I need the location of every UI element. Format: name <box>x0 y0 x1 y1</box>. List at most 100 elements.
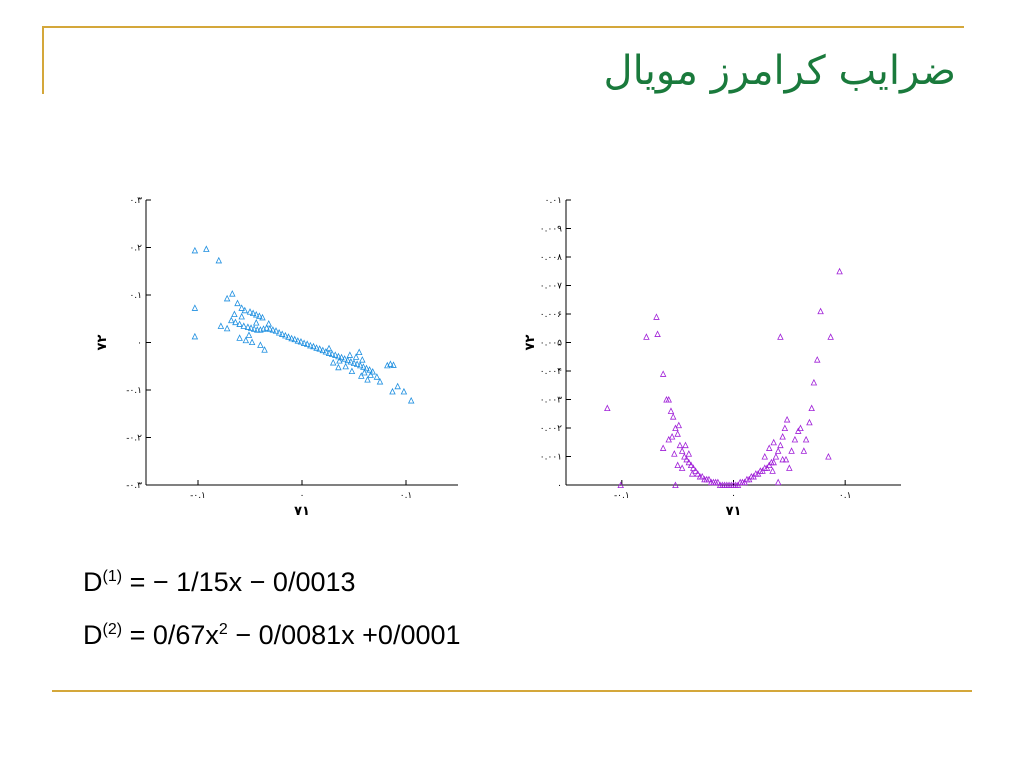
data-point <box>246 308 254 315</box>
data-point <box>256 312 263 319</box>
x-tick-label: ۰ <box>731 491 736 501</box>
data-point <box>779 433 786 440</box>
data-point <box>353 360 361 367</box>
equation-2-exponent: 2 <box>218 621 228 638</box>
data-point <box>682 441 689 449</box>
data-point <box>336 357 343 364</box>
data-point <box>236 334 243 341</box>
data-point <box>335 352 342 360</box>
data-point <box>827 333 834 340</box>
data-point <box>800 447 808 454</box>
data-point <box>294 337 302 344</box>
data-point <box>808 404 815 412</box>
data-point <box>685 458 693 466</box>
x-tick-label: ۰ <box>300 491 305 501</box>
data-point <box>265 320 272 327</box>
y-tick-label: ۰.۰۰۳ <box>540 396 562 406</box>
data-point <box>236 320 243 327</box>
data-point <box>604 404 611 412</box>
data-point <box>344 356 352 364</box>
data-point <box>654 330 661 337</box>
data-point <box>668 433 676 440</box>
y-tick-label: ۰.۳ <box>129 196 142 206</box>
data-point <box>685 450 693 457</box>
data-point <box>288 334 295 342</box>
data-point <box>245 331 253 338</box>
data-point <box>788 447 795 454</box>
data-point <box>659 444 667 451</box>
data-point <box>240 322 248 329</box>
data-point <box>698 472 706 480</box>
equation-1-order: (1) <box>102 568 123 585</box>
data-point <box>783 415 791 423</box>
data-point <box>394 382 401 390</box>
equation-1-lhs: D <box>83 567 103 597</box>
data-point <box>694 470 702 477</box>
data-point <box>254 326 261 333</box>
data-point <box>363 364 370 372</box>
y-tick-label: ۰.۰۰۲ <box>540 424 562 434</box>
frame-bottom-line <box>52 690 972 692</box>
data-point <box>675 421 683 429</box>
y-tick-label: ۰.۰۰۱ <box>540 453 562 463</box>
data-point <box>653 313 660 320</box>
data-point <box>769 467 776 474</box>
data-point <box>247 324 255 331</box>
data-point <box>223 324 231 332</box>
data-point <box>367 371 374 378</box>
data-point <box>248 338 256 346</box>
data-point <box>285 333 292 340</box>
data-point <box>297 338 305 345</box>
y-tick-label: ۰.۰۰۴ <box>540 367 562 377</box>
y-tick-label: -۰.۳ <box>126 481 142 491</box>
data-point <box>676 441 684 449</box>
data-point <box>705 475 713 483</box>
data-point <box>659 370 667 377</box>
data-point <box>232 318 239 326</box>
data-point <box>234 299 241 307</box>
data-point <box>355 348 363 356</box>
data-point <box>687 461 695 469</box>
data-point <box>672 481 679 489</box>
data-point <box>791 435 799 443</box>
data-point <box>772 453 780 460</box>
data-point <box>278 330 286 337</box>
data-point <box>266 325 274 332</box>
data-point <box>369 367 376 375</box>
data-point <box>683 455 690 463</box>
data-point <box>802 435 810 443</box>
data-point <box>329 358 337 366</box>
data-point <box>817 307 824 315</box>
data-point <box>400 387 408 395</box>
data-point <box>774 478 782 486</box>
y-tick-label: ۰.۰۰۶ <box>540 310 562 320</box>
data-point <box>282 331 289 339</box>
data-point <box>328 350 336 357</box>
data-point <box>387 360 394 367</box>
data-point <box>806 418 813 426</box>
equation-1: D(1) = − 1/15x − 0/0013 <box>83 567 356 598</box>
data-point <box>797 424 804 432</box>
data-point <box>191 304 199 311</box>
x-tick-label: ۰.۱ <box>400 491 413 501</box>
data-point <box>259 313 266 321</box>
data-point <box>360 363 367 370</box>
y-tick-label: ۰.۰۰۵ <box>540 339 562 349</box>
y-tick-label: ۰ <box>137 339 142 349</box>
equation-2-rhs-b: − 0/0081x +0/0001 <box>227 620 461 650</box>
data-point <box>347 358 355 365</box>
x-axis-label: ۷۱ <box>294 504 310 518</box>
y-tick-label: -۰.۲ <box>126 434 142 444</box>
equation-2-order: (2) <box>102 621 123 638</box>
data-point <box>263 324 270 331</box>
data-point <box>692 467 699 474</box>
data-point <box>674 461 681 469</box>
data-point <box>810 378 818 386</box>
data-point <box>389 387 396 395</box>
data-point <box>671 450 678 457</box>
data-point <box>352 353 360 360</box>
y-tick-label: -۰.۱ <box>126 386 142 396</box>
data-point <box>825 453 832 460</box>
data-point <box>215 256 223 264</box>
data-point <box>238 304 245 311</box>
